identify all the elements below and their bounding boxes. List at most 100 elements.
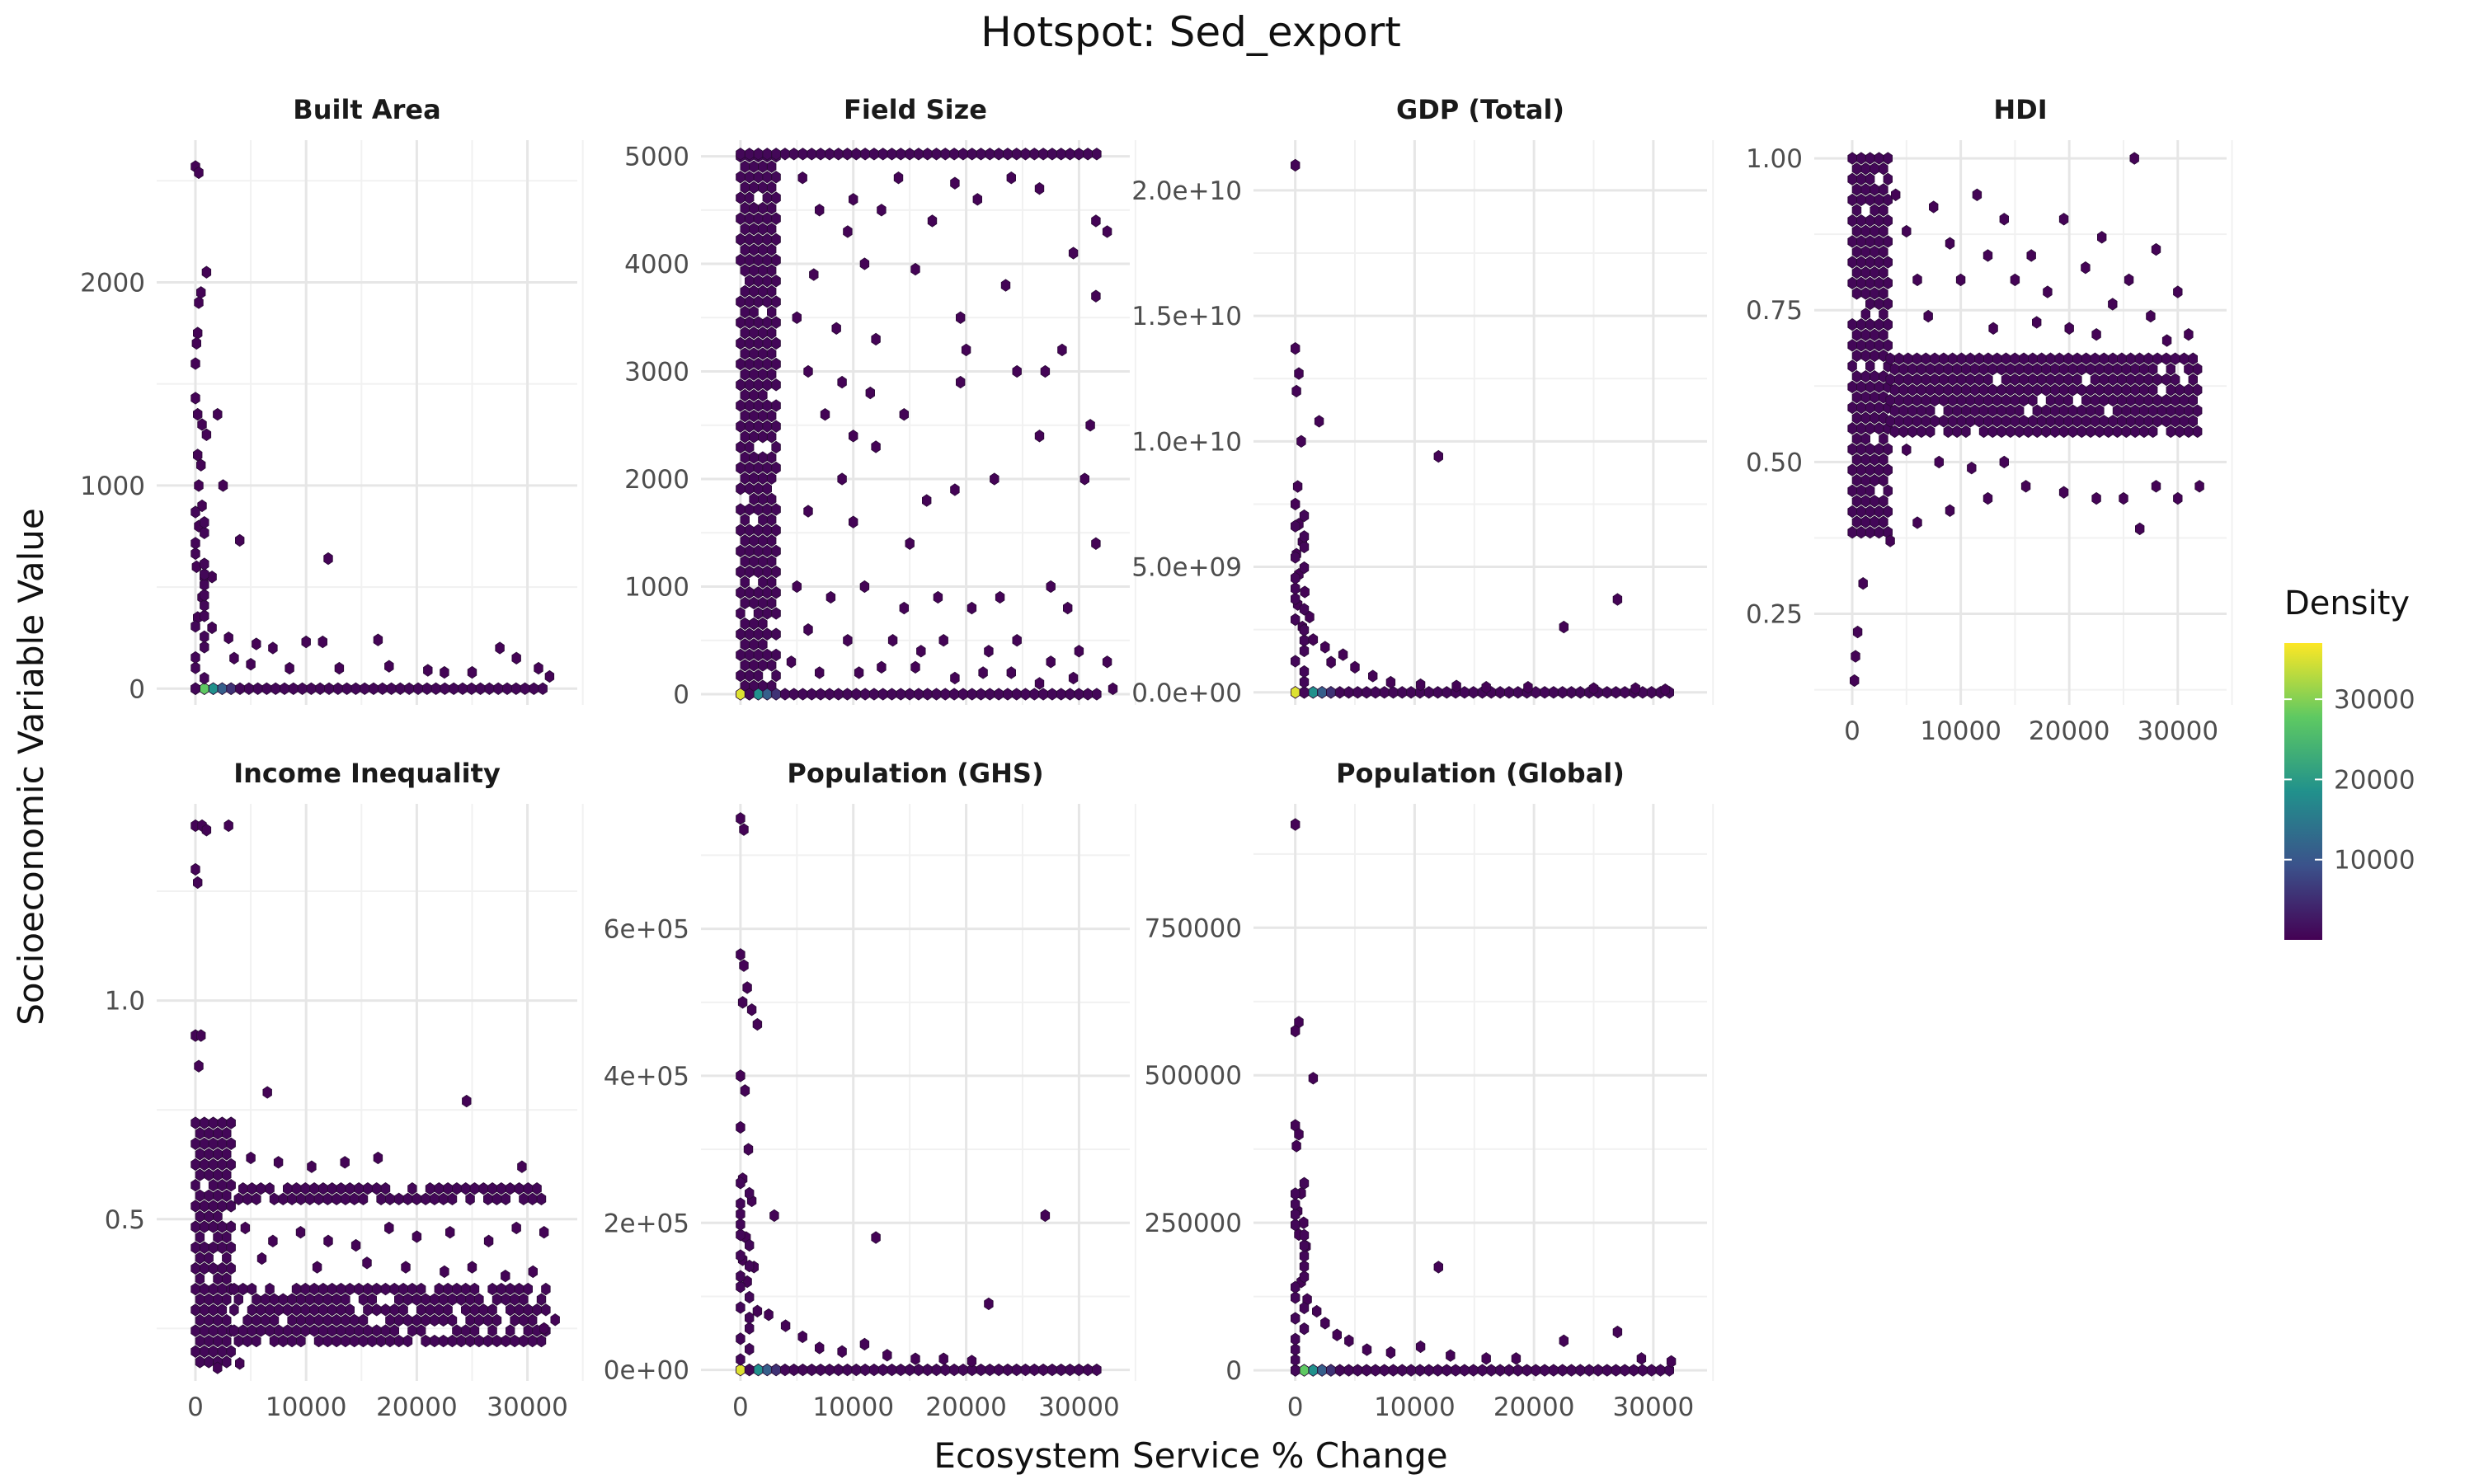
hexbin — [1326, 1364, 1336, 1377]
hexbin — [1870, 391, 1879, 404]
hexbin — [1291, 384, 1301, 398]
hexbin — [740, 513, 750, 527]
hexbin — [336, 1324, 346, 1337]
hexbin — [487, 1303, 497, 1317]
hexbin — [238, 1324, 248, 1337]
hexbin — [278, 1293, 288, 1306]
hexbin — [190, 1137, 200, 1150]
hexbin — [745, 461, 755, 475]
hexbin — [2139, 404, 2149, 417]
hexbin — [523, 1303, 533, 1317]
hexbin — [332, 1334, 341, 1348]
hexbin — [1847, 505, 1857, 519]
hexbin — [736, 1270, 745, 1283]
hexbin — [1894, 393, 1904, 407]
hexbin — [923, 1363, 933, 1377]
hexbin — [1326, 686, 1336, 699]
panel-title: Income Inequality — [233, 758, 501, 789]
hexbin — [771, 253, 781, 267]
hexbin — [1912, 373, 1922, 387]
hexbin — [834, 1363, 844, 1377]
hexbin — [238, 1282, 248, 1296]
hexbin — [200, 1200, 209, 1213]
hexbin — [1860, 432, 1870, 445]
hexbin — [200, 1324, 209, 1337]
hexbin — [389, 1282, 399, 1296]
hexbin — [1903, 393, 1913, 407]
hexbin — [445, 1226, 455, 1239]
hexbin — [394, 1293, 404, 1306]
hexbin — [1575, 1364, 1585, 1377]
hexbin — [1046, 580, 1056, 594]
hexbin — [1889, 404, 1900, 417]
hexbin — [2146, 309, 2156, 323]
hexbin — [1926, 425, 1935, 439]
hexbin — [200, 1283, 209, 1296]
hexbin — [2126, 415, 2136, 428]
hexbin — [1847, 172, 1857, 186]
hexbin — [767, 305, 777, 319]
hexbin — [1292, 480, 1303, 493]
hexbin — [740, 347, 750, 360]
hexbin — [736, 648, 745, 662]
hexbin — [2077, 425, 2086, 439]
hexbin — [2151, 242, 2161, 256]
hexbin — [333, 682, 343, 695]
hexbin — [305, 1192, 315, 1205]
hexbin — [2064, 322, 2074, 335]
hexbin — [938, 634, 948, 647]
hexbin — [758, 388, 768, 402]
hexbin — [2001, 415, 2011, 428]
hexbin — [767, 492, 777, 506]
hexbin — [1907, 383, 1917, 397]
hexbin — [771, 212, 781, 225]
hexbin — [762, 275, 772, 288]
hexbin — [767, 451, 777, 464]
hexbin — [2037, 373, 2047, 387]
hexbin — [736, 399, 745, 412]
hexbins — [1291, 818, 1677, 1377]
hexbin — [195, 1272, 205, 1285]
hexbin — [440, 1265, 449, 1279]
hexbin — [520, 682, 530, 695]
hexbin — [1851, 328, 1862, 341]
hexbin — [869, 1363, 879, 1377]
hexbin — [233, 1293, 243, 1306]
hexbin — [1575, 686, 1585, 699]
hexbin — [736, 544, 745, 558]
hexbin — [461, 1303, 471, 1317]
hexbin — [229, 651, 239, 665]
hexbin — [2119, 491, 2128, 505]
hexbin — [1860, 266, 1870, 279]
hexbin — [256, 1303, 266, 1317]
hexbin — [496, 1282, 506, 1296]
hexbin — [1851, 224, 1862, 237]
hexbin — [2173, 491, 2183, 505]
hexbin — [1612, 1325, 1623, 1339]
hexbin — [440, 682, 450, 695]
hexbin — [771, 357, 781, 371]
y-tick-label: 3000 — [624, 358, 689, 387]
hexbin — [1038, 1363, 1048, 1377]
hexbin — [1879, 474, 1888, 487]
hexbin — [2134, 373, 2145, 387]
hexbin — [1079, 472, 1089, 486]
hexbin — [1847, 152, 1857, 165]
y-tick-label: 2.0e+10 — [1131, 176, 1242, 206]
hexbin — [753, 148, 764, 161]
hexbin — [528, 1334, 538, 1348]
hexbin — [1638, 1364, 1648, 1377]
hexbin — [190, 1116, 200, 1129]
hexbin — [859, 257, 870, 270]
hexbin — [896, 1363, 905, 1377]
hexbin — [745, 648, 755, 662]
hexbin — [322, 1313, 332, 1327]
hexbin — [1291, 1332, 1300, 1345]
hexbin — [758, 223, 768, 236]
hexbin — [816, 1363, 825, 1377]
hexbin — [1874, 401, 1884, 415]
hexbin — [740, 1084, 750, 1097]
hexbin — [1921, 373, 1931, 387]
hexbin — [1486, 1364, 1496, 1377]
hexbin — [815, 1341, 825, 1355]
